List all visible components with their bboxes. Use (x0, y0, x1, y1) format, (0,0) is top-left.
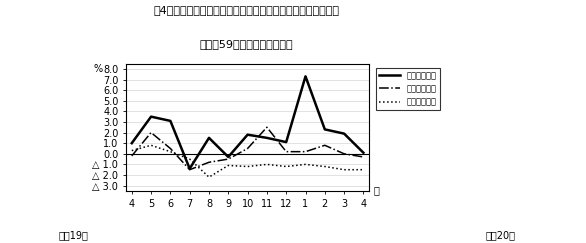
Text: 月: 月 (373, 185, 379, 195)
Text: %: % (94, 64, 103, 74)
Text: 第4図　　賃金、労働時間、常用雇用指数対前年同月比の推移: 第4図 賃金、労働時間、常用雇用指数対前年同月比の推移 (153, 5, 339, 15)
Text: 平成20年: 平成20年 (486, 231, 516, 241)
Legend: 現金給与総額, 総実労働時間, 常用雇用指数: 現金給与総額, 総実労働時間, 常用雇用指数 (376, 68, 440, 110)
Text: 平成19年: 平成19年 (59, 231, 88, 241)
Text: （規模59以上　調査産業計）: （規模59以上 調査産業計） (199, 39, 293, 49)
